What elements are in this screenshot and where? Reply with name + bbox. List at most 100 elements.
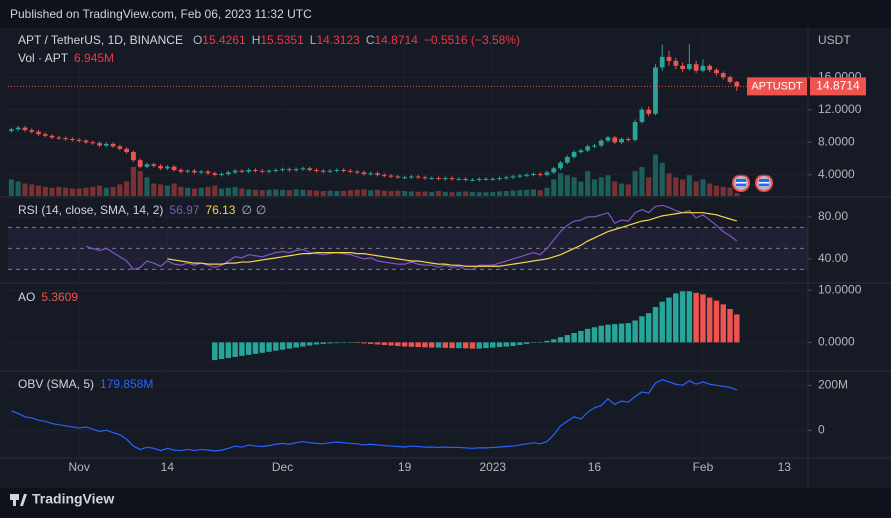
volume-bar <box>517 190 523 196</box>
candle-body <box>680 65 685 70</box>
volume-bar <box>591 179 598 196</box>
candle-body <box>402 177 407 179</box>
ao-bar <box>273 342 279 351</box>
y-tick-label: 80.00 <box>818 209 848 223</box>
ao-bar <box>320 342 326 344</box>
candle-body <box>219 174 224 176</box>
ao-bar <box>591 327 598 343</box>
obv-line <box>11 379 738 452</box>
ao-bar <box>429 342 435 348</box>
volume-bar <box>300 189 306 196</box>
candle-body <box>348 170 353 172</box>
volume-bar <box>510 190 516 196</box>
ao-bar <box>551 339 557 343</box>
candle-body <box>470 179 475 181</box>
volume-bar <box>463 191 469 196</box>
ohlc-key: L <box>310 33 317 47</box>
volume-bar <box>680 179 686 196</box>
ao-bar <box>300 342 306 347</box>
candle-body <box>103 143 109 146</box>
ao-bar <box>232 342 238 357</box>
candle-body <box>97 143 102 146</box>
volume-bar <box>212 185 218 196</box>
ohlc-key: C <box>366 33 375 47</box>
pane-header: OBV (SMA, 5) 179.858M <box>18 377 153 391</box>
volume-bar <box>117 184 123 196</box>
ao-bar <box>496 342 503 348</box>
ao-bar <box>449 342 455 349</box>
candle-body <box>537 174 543 176</box>
candle-body <box>117 146 123 149</box>
volume-bar <box>537 190 543 196</box>
candle-body <box>714 69 719 74</box>
volume-bar <box>476 192 482 196</box>
y-tick-label: 8.0000 <box>818 134 855 148</box>
volume-bar <box>232 186 238 196</box>
volume-bar <box>157 184 164 196</box>
volume-bar <box>652 154 659 196</box>
x-tick-label: 16 <box>588 460 602 474</box>
pane-header: RSI (14, close, SMA, 14, 2) 56.97 76.13 ∅ ∅ <box>18 203 266 217</box>
candle-body <box>63 138 68 140</box>
ao-bar <box>347 342 354 343</box>
ao-bar <box>259 342 265 353</box>
volume-bar <box>585 171 591 196</box>
ao-bar <box>700 294 706 343</box>
candle-body <box>259 170 265 172</box>
ohlc-key: H <box>252 33 261 47</box>
ao-bar <box>523 342 530 344</box>
y-tick-label: 4.0000 <box>818 167 855 181</box>
rsi-line <box>85 204 738 271</box>
candle-body <box>531 174 536 176</box>
candle-body <box>592 145 597 147</box>
volume-bar <box>659 162 665 196</box>
candle-body <box>422 177 428 179</box>
candle-body <box>307 168 313 170</box>
y-tick-label: 12.0000 <box>818 102 862 116</box>
candle-body <box>497 178 502 180</box>
volume-bar <box>564 175 570 196</box>
volume-bar <box>713 185 720 196</box>
volume-bar <box>578 181 584 196</box>
ao-bar <box>293 342 299 348</box>
volume-bar <box>286 190 292 196</box>
ao-bar <box>361 342 367 344</box>
volume-bar <box>151 183 157 196</box>
candle-body <box>56 137 62 139</box>
ohlc-value: 15.4261 <box>202 33 246 47</box>
brand: TradingView <box>32 491 114 507</box>
ao-bar <box>483 342 489 349</box>
volume-bar <box>218 188 225 196</box>
volume-bar <box>42 186 48 196</box>
ao-bar <box>388 342 394 346</box>
ao-bar <box>686 291 693 343</box>
candle-body <box>280 169 285 171</box>
candle-body <box>83 140 89 143</box>
candle-body <box>639 109 645 122</box>
candle-body <box>334 169 340 171</box>
volume-bar <box>35 185 42 196</box>
x-tick-label: 14 <box>161 460 175 474</box>
ao-bar <box>456 342 462 349</box>
ohlc-value: 14.3123 <box>316 33 360 47</box>
volume-bar <box>524 189 530 196</box>
volume-bar <box>185 187 191 196</box>
pane-frames <box>0 28 891 488</box>
volume-bar <box>103 187 109 196</box>
volume-bar <box>503 191 509 196</box>
candle-body <box>178 169 184 172</box>
ao-bar <box>334 342 340 344</box>
candle-body <box>110 143 116 147</box>
candle-body <box>131 152 136 161</box>
candle-body <box>9 129 14 131</box>
ao-bar <box>706 297 713 343</box>
ao-bar <box>557 337 564 343</box>
candle-body <box>42 134 48 136</box>
volume-bar <box>632 171 638 196</box>
ao-bar <box>693 292 699 343</box>
candle-body <box>449 178 455 180</box>
volume-bar <box>49 187 55 196</box>
volume-bar <box>69 188 75 196</box>
volume-bar <box>707 183 713 196</box>
